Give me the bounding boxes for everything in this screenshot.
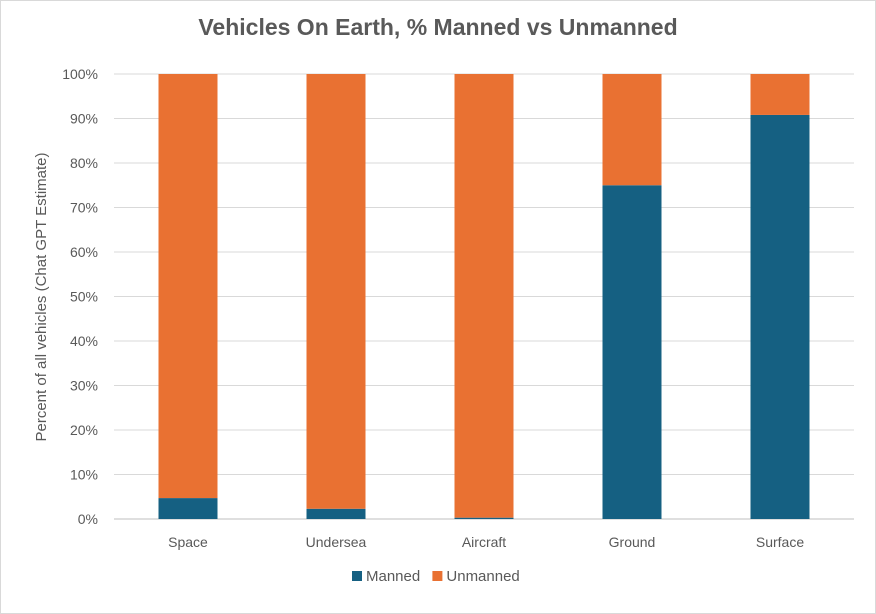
y-tick-label: 60% [70,244,98,260]
y-tick-label: 0% [78,511,98,527]
y-tick-label: 20% [70,422,98,438]
bar-manned-surface [750,114,810,519]
legend-swatch-unmanned [432,571,443,581]
bar-unmanned-aircraft [454,74,514,518]
y-tick-label: 70% [70,200,98,216]
x-tick-label: Surface [756,534,804,550]
legend-label-manned: Manned [366,568,420,585]
x-tick-label: Space [168,534,208,550]
y-tick-label: 80% [70,155,98,171]
y-tick-label: 30% [70,378,98,394]
y-tick-label: 40% [70,333,98,349]
bar-manned-aircraft [454,517,514,519]
y-axis-ticks: 0% 10% 20% 30% 40% 50% 60% 70% 80% 90% 100% [62,66,98,527]
bar-manned-undersea [306,508,366,519]
legend-label-unmanned: Unmanned [446,568,519,585]
bar-unmanned-space [158,74,218,499]
x-tick-label: Undersea [306,534,367,550]
y-tick-label: 50% [70,289,98,305]
chart-title: Vehicles On Earth, % Manned vs Unmanned [198,14,678,40]
bar-unmanned-ground [602,74,662,186]
bar-unmanned-surface [750,74,810,115]
y-axis-title: Percent of all vehicles (Chat GPT Estima… [33,152,50,441]
x-axis-ticks: Space Undersea Aircraft Ground Surface [168,534,804,550]
bar-unmanned-undersea [306,74,366,509]
y-tick-label: 100% [62,66,98,82]
y-tick-label: 90% [70,111,98,127]
y-tick-label: 10% [70,467,98,483]
x-tick-label: Ground [609,534,656,550]
bar-manned-ground [602,185,662,519]
legend: Manned Unmanned [352,568,520,585]
legend-swatch-manned [352,571,362,581]
bars [158,74,810,519]
x-tick-label: Aircraft [462,534,506,550]
bar-manned-space [158,498,218,519]
